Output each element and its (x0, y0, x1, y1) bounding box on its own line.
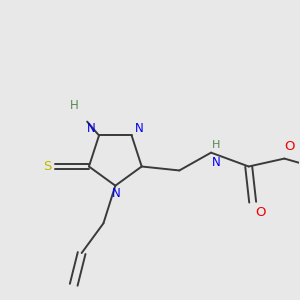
Text: N: N (135, 122, 144, 135)
Text: N: N (112, 187, 121, 200)
Text: N: N (212, 156, 220, 169)
Text: O: O (284, 140, 295, 153)
Text: S: S (43, 160, 52, 173)
Text: H: H (212, 140, 220, 150)
Text: N: N (87, 122, 95, 135)
Text: O: O (255, 206, 266, 219)
Text: H: H (70, 99, 79, 112)
